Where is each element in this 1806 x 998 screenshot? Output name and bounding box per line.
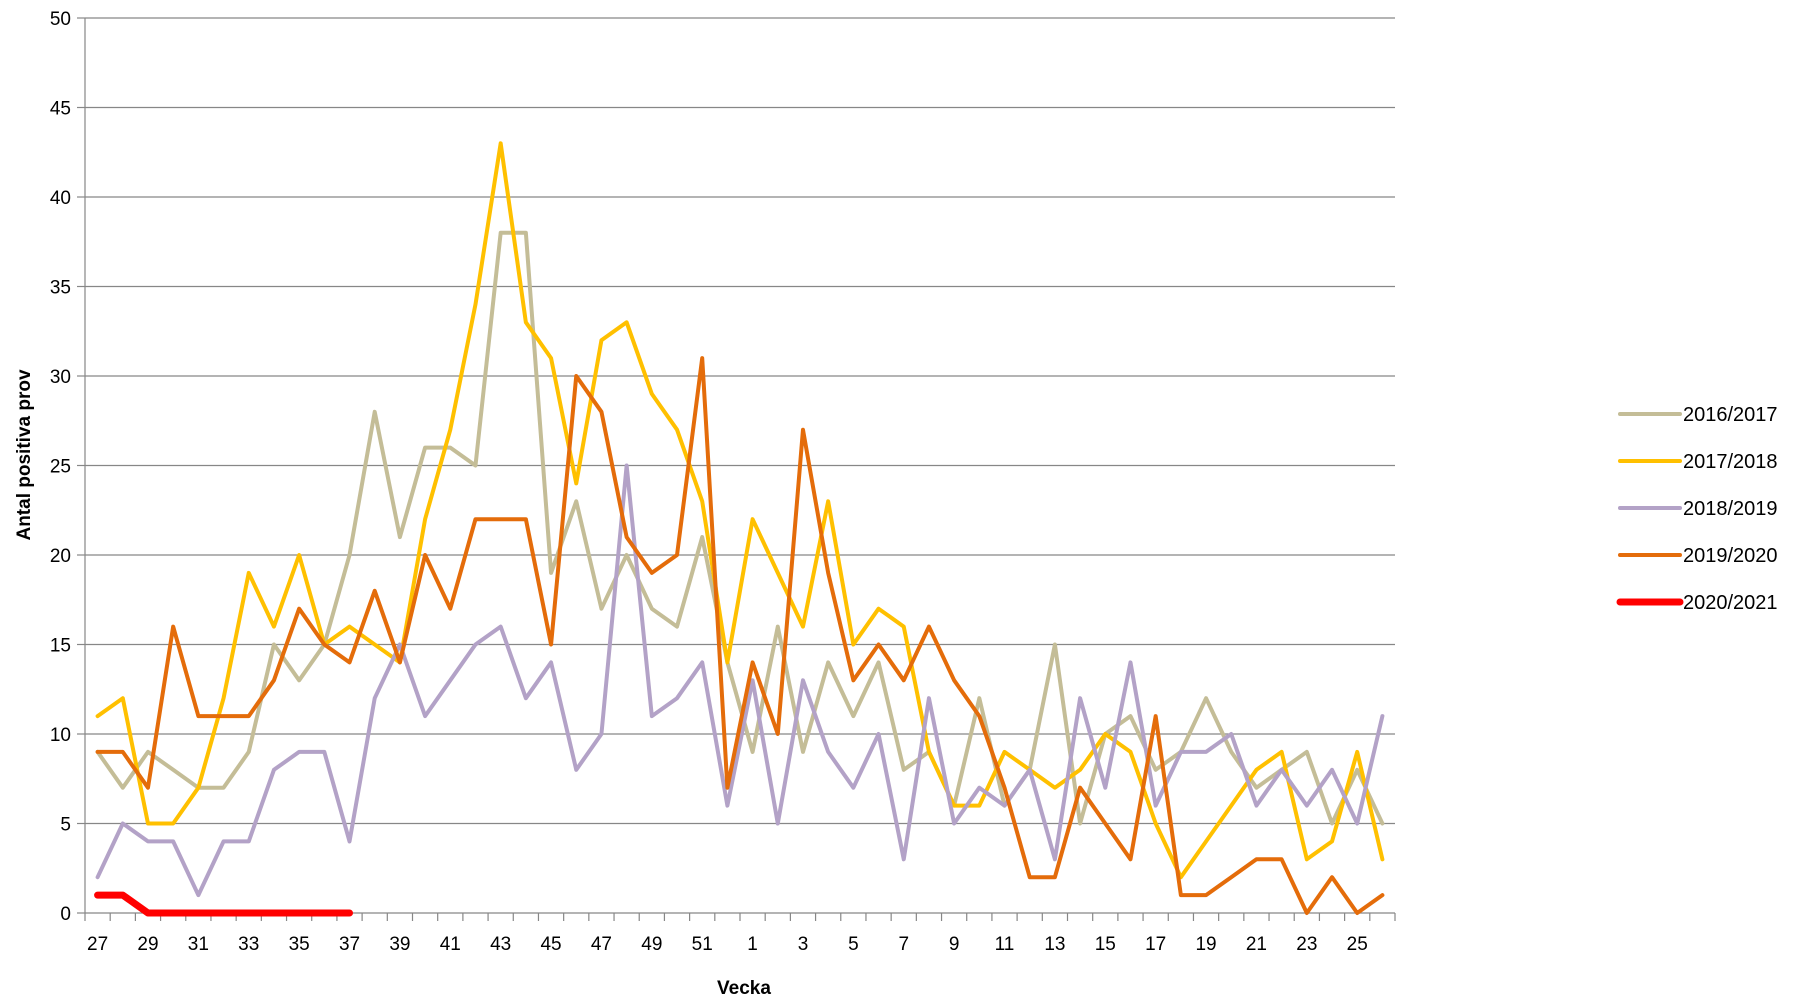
x-tick-label: 49 (641, 934, 662, 955)
y-tick-label: 35 (50, 278, 71, 299)
x-tick-label: 33 (238, 934, 259, 955)
y-axis-title: Antal positiva prov (14, 369, 35, 540)
x-tick-label: 7 (898, 934, 909, 955)
series-line-2017-2018 (95, 141, 1385, 880)
legend-label: 2017/2018 (1683, 451, 1778, 473)
series-line-2016-2017 (95, 230, 1385, 826)
gridlines (85, 17, 1395, 825)
x-axis-title: Vecka (717, 978, 771, 998)
legend-label: 2020/2021 (1683, 592, 1778, 614)
series-line-2020-2021 (94, 891, 354, 917)
x-tick-label: 45 (540, 934, 561, 955)
x-tick-label: 17 (1145, 934, 1166, 955)
legend: 2016/2017 2017/2018 2018/2019 2019/2020 2020… (1616, 404, 1778, 614)
y-tick-label: 20 (50, 546, 71, 567)
x-tick-label: 47 (591, 934, 612, 955)
x-tick-label: 21 (1246, 934, 1267, 955)
y-tick-label: 40 (50, 188, 71, 209)
x-tick-label: 11 (995, 934, 1015, 955)
x-tick-label: 23 (1296, 934, 1317, 955)
legend-label: 2016/2017 (1683, 404, 1778, 426)
x-tick-label: 19 (1195, 934, 1216, 955)
x-tick-label: 29 (137, 934, 158, 955)
x-tick-label: 13 (1044, 934, 1065, 955)
x-tick-label: 51 (692, 934, 713, 955)
x-tick-label: 35 (289, 934, 310, 955)
x-tick-label: 9 (949, 934, 960, 955)
x-tick-label: 25 (1347, 934, 1368, 955)
series-line-2019-2020 (95, 356, 1385, 915)
y-tick-label: 45 (50, 99, 71, 120)
y-tick-label: 50 (50, 9, 71, 30)
y-tick-label: 15 (50, 636, 71, 657)
y-tick-label: 10 (50, 725, 71, 746)
y-tick-label: 0 (60, 904, 71, 925)
x-tick-label: 1 (747, 934, 758, 955)
legend-label: 2018/2019 (1683, 498, 1778, 520)
x-tick-label: 15 (1095, 934, 1116, 955)
y-tick-label: 30 (50, 367, 71, 388)
series-line-2018-2019 (95, 463, 1385, 898)
y-tick-label: 5 (60, 815, 71, 836)
x-tick-label: 37 (339, 934, 360, 955)
x-tick-label: 43 (490, 934, 511, 955)
legend-label: 2019/2020 (1683, 545, 1778, 567)
x-tick-label: 5 (848, 934, 859, 955)
y-tick-label: 25 (50, 457, 71, 478)
axes (77, 17, 1396, 921)
x-tick-label: 3 (798, 934, 809, 955)
x-tick-label: 41 (440, 934, 461, 955)
x-tick-label: 31 (188, 934, 209, 955)
x-tick-label: 39 (389, 934, 410, 955)
x-tick-label: 27 (87, 934, 108, 955)
series-lines (94, 141, 1385, 917)
